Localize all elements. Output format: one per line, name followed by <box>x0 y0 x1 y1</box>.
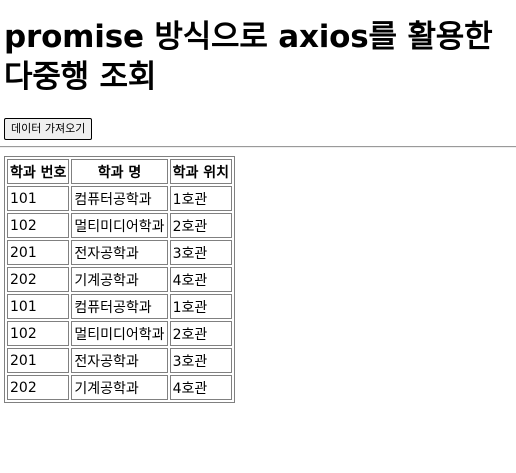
cell-dept-name: 멀티미디어학과 <box>71 213 168 238</box>
table-row: 102 멀티미디어학과 2호관 <box>7 213 232 238</box>
fetch-data-button[interactable]: 데이터 가져오기 <box>4 118 93 140</box>
table-row: 202 기계공학과 4호관 <box>7 375 232 400</box>
cell-dept-location: 1호관 <box>169 186 232 211</box>
cell-dept-location: 2호관 <box>169 213 232 238</box>
cell-dept-location: 4호관 <box>169 267 232 292</box>
cell-dept-name: 전자공학과 <box>71 348 168 373</box>
cell-dept-number: 101 <box>7 186 70 211</box>
cell-dept-number: 202 <box>7 375 70 400</box>
cell-dept-location: 1호관 <box>169 294 232 319</box>
cell-dept-number: 102 <box>7 321 70 346</box>
header-dept-location: 학과 위치 <box>169 159 232 184</box>
table-row: 201 전자공학과 3호관 <box>7 240 232 265</box>
header-dept-name: 학과 명 <box>71 159 168 184</box>
cell-dept-number: 201 <box>7 348 70 373</box>
department-table: 학과 번호 학과 명 학과 위치 101 컴퓨터공학과 1호관 102 멀티미디… <box>4 156 235 403</box>
cell-dept-name: 기계공학과 <box>71 267 168 292</box>
cell-dept-name: 멀티미디어학과 <box>71 321 168 346</box>
table-header-row: 학과 번호 학과 명 학과 위치 <box>7 159 232 184</box>
header-dept-number: 학과 번호 <box>7 159 70 184</box>
cell-dept-location: 3호관 <box>169 240 232 265</box>
cell-dept-location: 2호관 <box>169 321 232 346</box>
cell-dept-name: 컴퓨터공학과 <box>71 186 168 211</box>
cell-dept-name: 전자공학과 <box>71 240 168 265</box>
table-row: 102 멀티미디어학과 2호관 <box>7 321 232 346</box>
table-row: 202 기계공학과 4호관 <box>7 267 232 292</box>
page-title: promise 방식으로 axios를 활용한 다중행 조회 <box>4 19 493 95</box>
cell-dept-number: 102 <box>7 213 70 238</box>
cell-dept-name: 컴퓨터공학과 <box>71 294 168 319</box>
cell-dept-location: 3호관 <box>169 348 232 373</box>
divider <box>0 146 516 148</box>
table-row: 201 전자공학과 3호관 <box>7 348 232 373</box>
cell-dept-number: 101 <box>7 294 70 319</box>
table-row: 101 컴퓨터공학과 1호관 <box>7 294 232 319</box>
cell-dept-number: 201 <box>7 240 70 265</box>
table-row: 101 컴퓨터공학과 1호관 <box>7 186 232 211</box>
cell-dept-location: 4호관 <box>169 375 232 400</box>
page: promise 방식으로 axios를 활용한 다중행 조회 데이터 가져오기 … <box>0 19 516 403</box>
cell-dept-number: 202 <box>7 267 70 292</box>
cell-dept-name: 기계공학과 <box>71 375 168 400</box>
